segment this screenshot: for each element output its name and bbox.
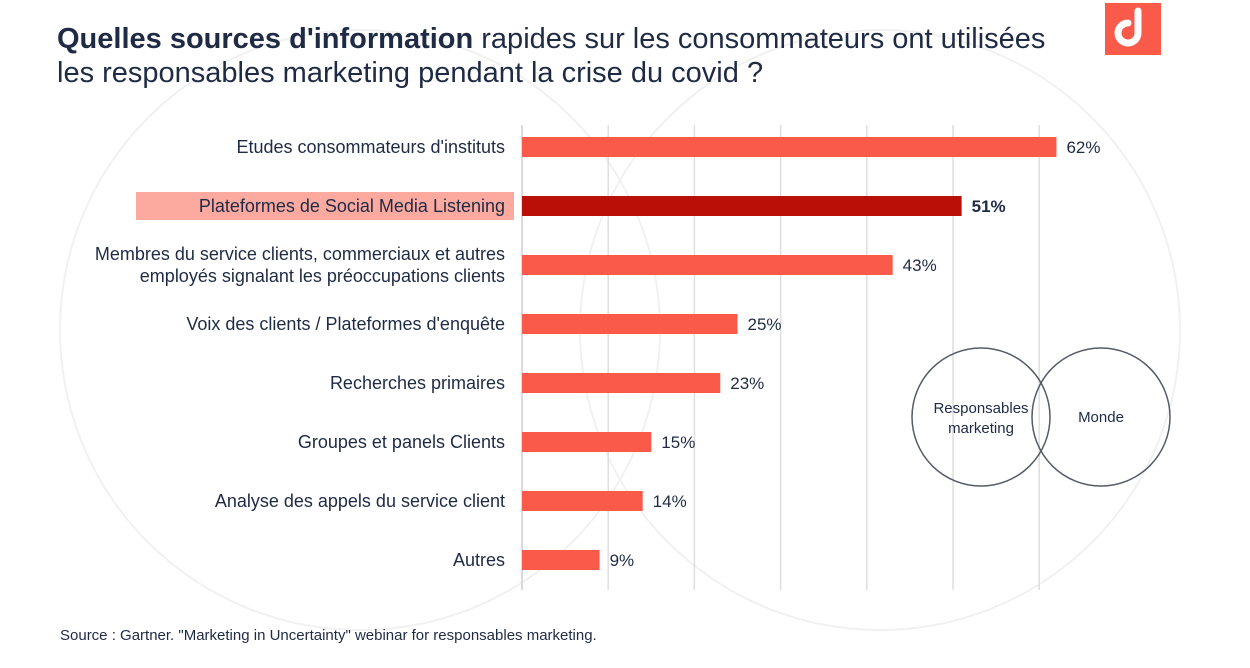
- value-label: 25%: [748, 315, 782, 334]
- bar: [522, 196, 962, 216]
- category-label-line: Voix des clients / Plateformes d'enquête: [186, 314, 505, 334]
- value-label: 14%: [653, 492, 687, 511]
- category-label: Voix des clients / Plateformes d'enquête: [186, 314, 505, 334]
- venn-label-left-line: Responsables: [933, 400, 1028, 417]
- value-label: 15%: [661, 433, 695, 452]
- bar: [522, 550, 600, 570]
- value-label: 9%: [610, 551, 635, 570]
- bar: [522, 255, 893, 275]
- source-note: Source : Gartner. "Marketing in Uncertai…: [60, 627, 597, 644]
- category-label-line: Plateformes de Social Media Listening: [199, 196, 505, 216]
- category-label: Recherches primaires: [330, 373, 505, 393]
- value-label: 23%: [730, 374, 764, 393]
- chart-title: Quelles sources d'information rapides su…: [57, 22, 1077, 90]
- chart-title-rest: rapides sur les consommateurs ont utilis…: [57, 23, 1046, 89]
- value-label: 43%: [903, 256, 937, 275]
- category-label-line: Autres: [453, 550, 505, 570]
- category-label-line: Membres du service clients, commerciaux …: [95, 244, 505, 264]
- category-label-line: Recherches primaires: [330, 373, 505, 393]
- category-label: Membres du service clients, commerciaux …: [95, 244, 505, 286]
- category-label-line: Analyse des appels du service client: [215, 491, 505, 511]
- category-label: Plateformes de Social Media Listening: [199, 196, 505, 216]
- highlight-label-background: [136, 192, 514, 220]
- venn-label-left-line: marketing: [948, 420, 1014, 437]
- category-label: Etudes consommateurs d'instituts: [236, 137, 505, 157]
- venn-circle-right: [1031, 347, 1171, 487]
- category-label-line: Etudes consommateurs d'instituts: [236, 137, 505, 157]
- category-label-line: employés signalant les préoccupations cl…: [140, 266, 505, 286]
- category-label: Analyse des appels du service client: [215, 491, 505, 511]
- venn-circle-left: [911, 347, 1051, 487]
- venn-label-left: Responsables marketing: [933, 400, 1028, 437]
- venn-legend: Responsables marketing Monde: [911, 347, 1171, 487]
- bar: [522, 491, 643, 511]
- value-label: 51%: [972, 197, 1006, 216]
- category-label: Autres: [453, 550, 505, 570]
- brand-logo-icon: [1114, 7, 1142, 47]
- bar: [522, 137, 1057, 157]
- brand-logo: [1105, 3, 1161, 55]
- bar: [522, 373, 721, 393]
- value-label: 62%: [1066, 138, 1100, 157]
- category-label: Groupes et panels Clients: [298, 432, 505, 452]
- venn-label-right: Monde: [1078, 409, 1124, 426]
- chart-title-bold: Quelles sources d'information: [57, 23, 474, 55]
- bar: [522, 314, 738, 334]
- category-label-line: Groupes et panels Clients: [298, 432, 505, 452]
- bar: [522, 432, 652, 452]
